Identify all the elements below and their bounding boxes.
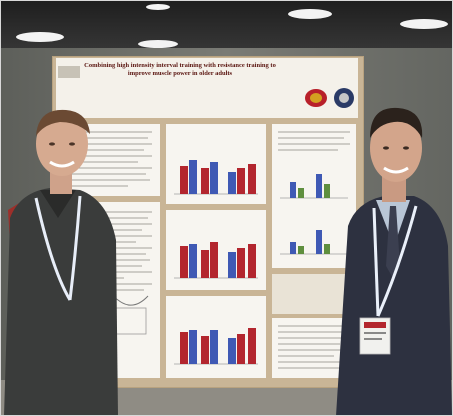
- poster-seals: [305, 88, 354, 108]
- person-left: [4, 109, 118, 416]
- poster-title: Combining high intensity interval traini…: [84, 62, 276, 77]
- poster-header: [56, 58, 358, 118]
- university-logo: [58, 66, 80, 78]
- person-right: [336, 107, 452, 416]
